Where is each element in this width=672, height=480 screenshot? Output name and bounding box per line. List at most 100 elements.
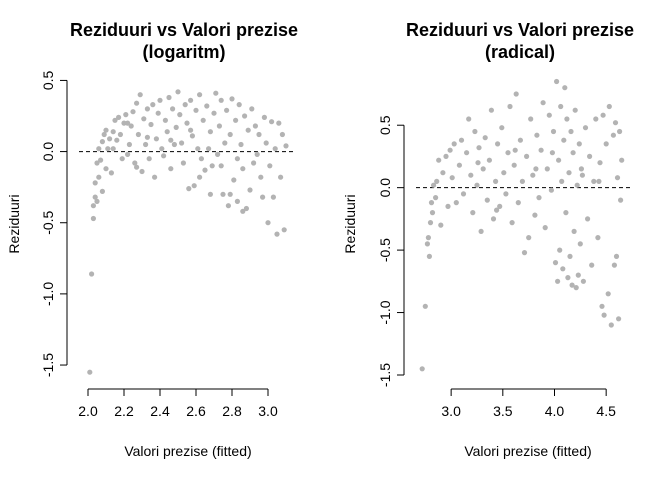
data-point (132, 160, 138, 166)
data-point (515, 200, 521, 206)
data-point (195, 146, 201, 152)
data-point (613, 253, 620, 259)
data-point (144, 134, 150, 140)
data-point (144, 106, 150, 112)
data-point (116, 114, 122, 120)
data-point (189, 133, 195, 139)
chart-subtitle: (logaritm) (143, 42, 226, 62)
data-point (191, 183, 197, 189)
data-point (159, 146, 165, 152)
data-point (540, 100, 546, 106)
data-point (200, 117, 206, 123)
data-point (186, 186, 192, 192)
panel-radical: Reziduuri vs Valori prezise (radical) Va… (342, 20, 634, 459)
data-point (267, 163, 273, 169)
data-point (617, 128, 623, 135)
data-point (453, 200, 459, 206)
data-point (597, 160, 603, 166)
data-point (270, 194, 276, 200)
data-point (534, 132, 540, 138)
data-point (530, 172, 536, 178)
data-point (562, 85, 568, 91)
y-axis-label: Reziduuri (6, 194, 22, 253)
data-point (438, 222, 444, 228)
data-point (475, 160, 481, 166)
data-point (204, 103, 210, 109)
data-point (216, 123, 222, 129)
data-point (107, 136, 113, 142)
data-point (184, 120, 190, 126)
data-point (569, 282, 575, 288)
data-point (92, 194, 98, 200)
x-tick-label: 2.0 (78, 403, 98, 419)
data-point (419, 366, 425, 372)
data-point (202, 167, 208, 173)
data-point (532, 212, 538, 218)
data-point (123, 112, 129, 118)
data-point (125, 151, 131, 157)
data-point (478, 228, 484, 234)
data-point (503, 191, 509, 197)
data-point (179, 140, 185, 146)
data-point (94, 198, 100, 204)
data-point (161, 153, 167, 159)
data-point (550, 128, 557, 135)
data-point (193, 107, 199, 113)
data-point (263, 140, 269, 146)
data-point (559, 178, 565, 184)
data-point (265, 220, 271, 226)
data-point (152, 174, 158, 180)
data-point (153, 136, 159, 142)
data-point (456, 162, 462, 168)
data-point (103, 166, 109, 172)
data-point (476, 145, 482, 151)
data-point (533, 166, 539, 172)
data-point (251, 160, 257, 166)
data-point (596, 178, 602, 184)
data-point (103, 127, 109, 133)
data-point (599, 303, 605, 309)
data-point (434, 178, 440, 184)
data-point (619, 157, 625, 163)
data-point (137, 92, 143, 98)
y-tick-label: 0.0 (40, 142, 56, 162)
data-point (512, 147, 518, 153)
x-tick-label: 2.6 (186, 403, 206, 419)
data-point (218, 97, 224, 103)
data-point (474, 182, 480, 188)
data-point (443, 153, 449, 159)
data-point (549, 150, 556, 156)
data-point (141, 116, 147, 122)
data-point (229, 96, 235, 102)
data-point (198, 156, 204, 162)
data-point (574, 182, 580, 188)
data-point (258, 174, 264, 180)
data-point (608, 322, 614, 328)
data-point (431, 182, 437, 188)
data-point (242, 113, 248, 119)
data-point (166, 94, 172, 101)
data-point (548, 187, 555, 193)
data-point (499, 125, 505, 131)
data-point (114, 137, 120, 143)
x-tick-label: 2.2 (114, 403, 134, 419)
data-point (110, 129, 116, 135)
data-point (466, 116, 472, 122)
data-point (252, 123, 258, 129)
data-point (101, 131, 107, 138)
data-point (593, 116, 599, 122)
data-point (238, 141, 244, 148)
data-point (108, 170, 114, 176)
data-point (134, 100, 140, 106)
data-point (513, 91, 519, 97)
data-point (188, 97, 194, 103)
data-point (612, 120, 619, 126)
data-point (560, 266, 566, 272)
data-point (578, 166, 585, 172)
data-point (606, 103, 612, 110)
data-point (249, 106, 255, 112)
data-point (94, 160, 100, 166)
data-point (112, 117, 118, 123)
data-point (218, 163, 224, 169)
